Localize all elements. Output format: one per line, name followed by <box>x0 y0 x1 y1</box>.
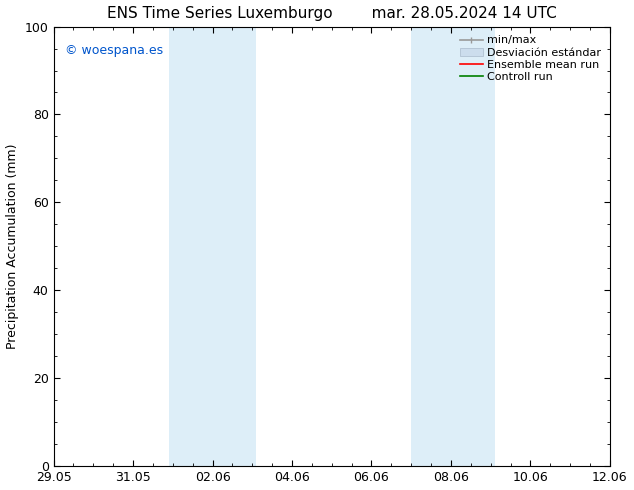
Legend: min/max, Desviación estándar, Ensemble mean run, Controll run: min/max, Desviación estándar, Ensemble m… <box>457 32 604 85</box>
Bar <box>193 26 256 466</box>
Bar <box>169 26 193 466</box>
Title: ENS Time Series Luxemburgo        mar. 28.05.2024 14 UTC: ENS Time Series Luxemburgo mar. 28.05.20… <box>107 6 557 21</box>
Bar <box>411 26 435 466</box>
Y-axis label: Precipitation Accumulation (mm): Precipitation Accumulation (mm) <box>6 144 19 349</box>
Text: © woespana.es: © woespana.es <box>65 44 163 57</box>
Bar <box>435 26 495 466</box>
